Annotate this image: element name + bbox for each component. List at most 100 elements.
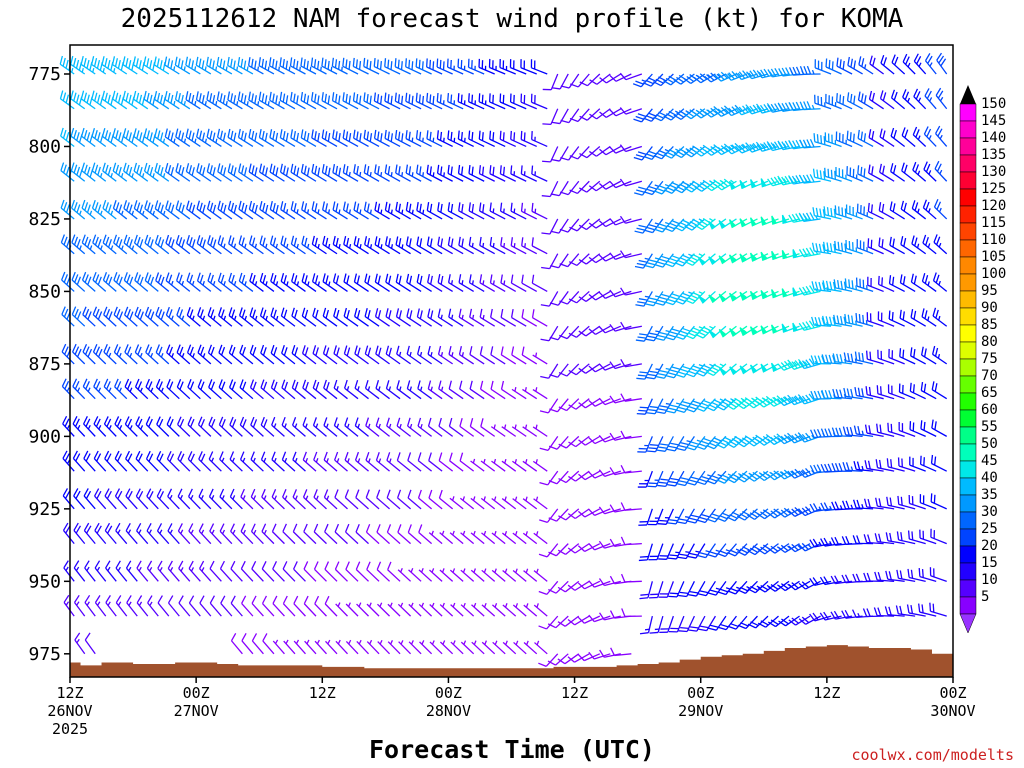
wind-barb bbox=[468, 165, 485, 182]
wind-barb bbox=[366, 639, 380, 655]
wind-barb bbox=[479, 346, 496, 365]
wind-barb bbox=[760, 216, 779, 226]
wind-barb bbox=[185, 128, 201, 148]
wind-barb bbox=[932, 307, 948, 327]
colorbar: 1501451401351301251201151101051009590858… bbox=[959, 85, 1006, 634]
wind-barb bbox=[322, 345, 338, 365]
wind-barb bbox=[354, 307, 369, 327]
wind-barb bbox=[334, 561, 348, 582]
wind-barb bbox=[333, 379, 348, 400]
wind-barb bbox=[726, 435, 748, 448]
wind-barb bbox=[708, 218, 727, 230]
wind-barb bbox=[858, 56, 874, 75]
wind-barb bbox=[343, 307, 359, 327]
wind-barb bbox=[364, 236, 380, 255]
wind-barb bbox=[248, 128, 264, 148]
wind-barb bbox=[481, 602, 496, 617]
wind-barb bbox=[559, 218, 580, 233]
colorbar-swatch bbox=[959, 358, 977, 377]
plot-frame bbox=[69, 44, 954, 678]
wind-barb bbox=[885, 532, 905, 545]
wind-barb bbox=[241, 595, 254, 617]
wind-barb bbox=[470, 530, 485, 545]
wind-barb bbox=[91, 162, 107, 182]
wind-barb bbox=[707, 615, 727, 631]
wind-barb bbox=[195, 56, 212, 75]
wind-barb bbox=[282, 595, 296, 617]
wind-barb bbox=[846, 130, 863, 148]
wind-barb bbox=[930, 493, 947, 510]
wind-barb bbox=[489, 237, 506, 255]
wind-barb bbox=[479, 236, 495, 255]
wind-barb bbox=[792, 249, 811, 259]
wind-barb bbox=[895, 605, 916, 617]
wind-barb bbox=[541, 253, 559, 270]
wind-barb bbox=[154, 234, 170, 255]
wind-barb bbox=[426, 164, 443, 182]
wind-barb bbox=[491, 458, 506, 472]
wind-barb bbox=[249, 344, 264, 365]
wind-barb bbox=[718, 325, 737, 338]
wind-barb bbox=[558, 435, 580, 449]
wind-barb bbox=[124, 344, 138, 365]
wind-barb bbox=[73, 488, 86, 510]
wind-barb bbox=[449, 496, 464, 510]
wind-barb bbox=[386, 417, 401, 437]
wind-barb bbox=[324, 595, 338, 617]
wind-barb bbox=[825, 93, 842, 110]
wind-barb bbox=[749, 363, 769, 374]
wind-barb bbox=[619, 107, 643, 115]
wind-barb bbox=[310, 92, 327, 110]
wind-barb bbox=[644, 253, 664, 269]
wind-barb bbox=[271, 451, 285, 472]
wind-barb bbox=[843, 352, 863, 365]
wind-barb bbox=[739, 290, 758, 301]
wind-barb bbox=[513, 640, 527, 655]
wind-barb bbox=[599, 612, 621, 621]
wind-barb bbox=[71, 306, 86, 327]
wind-barb bbox=[921, 346, 937, 365]
colorbar-label: 150 bbox=[981, 96, 1006, 112]
wind-barb bbox=[578, 290, 601, 302]
wind-barb bbox=[491, 568, 506, 582]
wind-barb bbox=[548, 435, 569, 450]
wind-barb bbox=[728, 180, 748, 191]
wind-barb bbox=[531, 309, 548, 327]
wind-barb bbox=[209, 523, 222, 545]
wind-barb bbox=[447, 164, 464, 182]
x-tick-label: 12Z bbox=[309, 684, 336, 702]
wind-barb bbox=[522, 531, 538, 545]
wind-barb bbox=[208, 451, 222, 472]
wind-barb bbox=[831, 427, 853, 438]
wind-barb bbox=[418, 602, 433, 617]
wind-barb bbox=[344, 451, 359, 472]
wind-barb bbox=[428, 452, 443, 472]
wind-barb bbox=[135, 416, 149, 437]
wind-barb bbox=[479, 308, 496, 327]
wind-barb bbox=[102, 272, 117, 292]
wind-barb bbox=[889, 236, 905, 255]
wind-barb bbox=[395, 164, 411, 182]
wind-barb bbox=[500, 380, 517, 400]
wind-barb bbox=[510, 309, 527, 327]
wind-barb bbox=[105, 560, 117, 582]
wind-barb bbox=[448, 308, 464, 327]
wind-barb bbox=[311, 201, 327, 220]
wind-barb bbox=[619, 72, 643, 81]
wind-barb bbox=[896, 531, 916, 545]
wind-barb bbox=[94, 595, 107, 617]
wind-barb bbox=[220, 595, 233, 617]
wind-barb bbox=[579, 145, 601, 159]
wind-barb bbox=[334, 523, 348, 545]
wind-barb bbox=[747, 580, 769, 594]
wind-barb bbox=[209, 595, 222, 617]
wind-barb bbox=[811, 242, 832, 255]
wind-barb bbox=[83, 522, 96, 545]
wind-barb bbox=[84, 632, 96, 655]
wind-barb bbox=[248, 163, 264, 182]
wind-barb bbox=[185, 91, 201, 110]
wind-barb bbox=[560, 108, 580, 124]
wind-barb bbox=[352, 92, 369, 110]
wind-barb bbox=[718, 290, 737, 303]
